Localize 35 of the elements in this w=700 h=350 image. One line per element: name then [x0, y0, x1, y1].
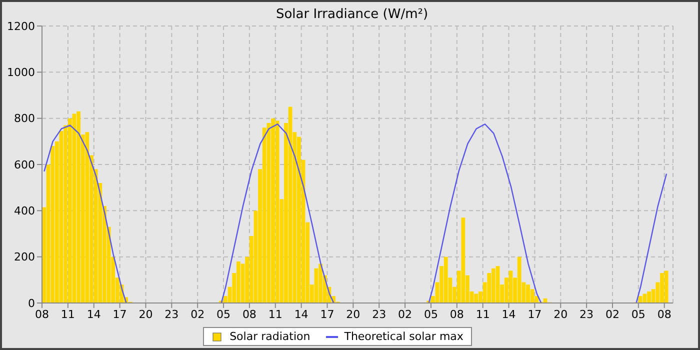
- x-tick-label: 14: [294, 308, 308, 321]
- y-tick-label: 1000: [7, 66, 35, 80]
- x-tick-label: 17: [320, 308, 334, 321]
- x-tick-label: 02: [605, 308, 620, 321]
- y-tick-label: 400: [14, 204, 35, 218]
- y-tick-label: 600: [14, 158, 35, 172]
- x-tick-label: 05: [216, 308, 231, 321]
- legend-label: Theoretical solar max: [343, 330, 464, 343]
- x-tick-label: 08: [450, 308, 464, 321]
- x-tick-label: 05: [631, 308, 646, 321]
- x-tick-label: 17: [528, 308, 542, 321]
- x-tick-label: 20: [138, 308, 153, 321]
- y-tick-label: 0: [28, 296, 35, 310]
- x-tick-label: 17: [112, 308, 127, 321]
- x-tick-label: 05: [424, 308, 438, 321]
- x-tick-label: 23: [164, 308, 179, 321]
- x-tick-label: 08: [35, 308, 49, 321]
- x-tick-label: 11: [60, 308, 75, 321]
- x-tick-label: 02: [398, 308, 412, 321]
- legend-label: Solar radiation: [228, 330, 310, 343]
- x-tick-label: 08: [657, 308, 672, 321]
- y-tick-label: 800: [14, 112, 35, 126]
- x-tick-label: 02: [190, 308, 205, 321]
- chart-title: Solar Irradiance (W/m²): [276, 7, 428, 22]
- x-tick-label: 08: [242, 308, 256, 321]
- x-tick-label: 23: [580, 308, 594, 321]
- y-tick-label: 1200: [7, 20, 35, 33]
- x-tick-label: 20: [554, 308, 568, 321]
- x-tick-label: 23: [372, 308, 386, 321]
- x-tick-label: 20: [346, 308, 360, 321]
- x-tick-label: 11: [476, 308, 490, 321]
- y-tick-label: 200: [14, 250, 35, 264]
- x-tick-label: 14: [502, 308, 516, 321]
- x-tick-label: 11: [268, 308, 282, 321]
- x-tick-label: 14: [86, 308, 101, 321]
